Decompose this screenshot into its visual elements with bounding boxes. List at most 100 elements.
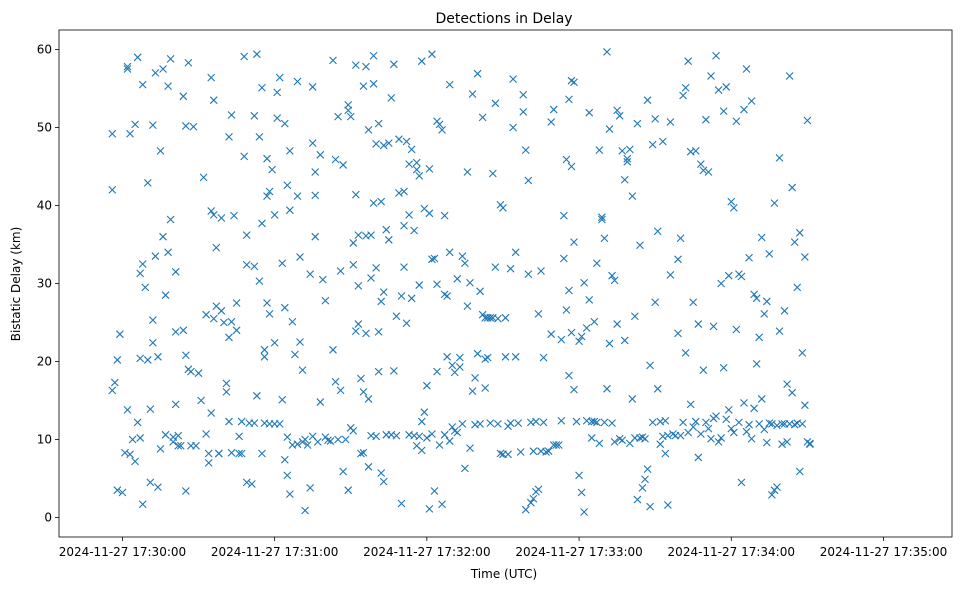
data-point (506, 419, 515, 428)
data-point (750, 404, 759, 413)
data-point (641, 475, 649, 484)
data-point (795, 467, 804, 476)
data-point (138, 80, 147, 89)
data-point (207, 409, 216, 417)
data-point (458, 420, 467, 428)
data-point (557, 416, 566, 425)
data-point (154, 483, 162, 491)
data-point (618, 436, 627, 445)
data-point (532, 417, 540, 426)
x-axis-label: Time (UTC) (470, 567, 537, 581)
data-point (491, 99, 500, 108)
data-point (775, 154, 784, 162)
data-point (364, 462, 373, 471)
data-point (379, 288, 388, 296)
data-point (780, 306, 789, 315)
data-point (126, 129, 134, 138)
data-point (793, 283, 802, 292)
data-point (440, 211, 449, 220)
data-point (138, 260, 147, 268)
data-point (428, 50, 436, 59)
data-point (131, 457, 139, 466)
data-point (666, 118, 675, 126)
data-point (422, 381, 431, 390)
data-point (397, 292, 406, 300)
data-point (572, 417, 581, 426)
data-point (610, 437, 619, 446)
data-point (473, 349, 482, 358)
data-point (729, 428, 738, 437)
data-point (516, 448, 525, 456)
data-point (121, 448, 129, 457)
data-point (696, 160, 705, 169)
data-point (676, 234, 685, 243)
data-point (242, 231, 251, 240)
data-point (220, 318, 228, 327)
data-point (788, 183, 797, 192)
data-point (455, 353, 464, 362)
data-point (554, 441, 563, 449)
data-point (481, 355, 490, 364)
data-point (407, 294, 416, 303)
data-point (108, 129, 117, 138)
data-point (778, 420, 786, 428)
data-point (648, 418, 657, 427)
data-point (118, 488, 127, 497)
data-point (575, 471, 583, 480)
data-point (595, 146, 604, 155)
data-point (209, 96, 218, 105)
data-point (461, 464, 469, 473)
data-point (684, 57, 693, 66)
data-point (227, 111, 236, 119)
data-point (613, 320, 622, 328)
data-point (767, 420, 776, 428)
data-point (410, 226, 419, 235)
data-point (171, 267, 180, 276)
data-point (653, 227, 662, 236)
data-point (326, 437, 335, 445)
data-point (800, 253, 809, 261)
data-point (448, 361, 457, 370)
data-point (760, 310, 769, 318)
data-point (334, 435, 342, 444)
data-point (524, 270, 533, 279)
data-point (735, 418, 743, 427)
data-point (382, 225, 391, 234)
data-point (600, 234, 609, 243)
data-point (466, 278, 474, 287)
data-point (559, 254, 568, 263)
data-point (367, 231, 375, 240)
data-point (417, 57, 426, 66)
data-point (227, 448, 236, 457)
data-point (445, 437, 454, 445)
data-point (795, 228, 804, 237)
data-point (663, 431, 672, 440)
data-point (189, 122, 198, 131)
data-point (496, 449, 505, 458)
data-point (242, 260, 251, 269)
data-point (154, 352, 162, 361)
data-point (240, 52, 249, 61)
data-point (156, 147, 165, 155)
data-point (260, 345, 269, 354)
data-point (362, 329, 370, 338)
data-point (511, 352, 520, 361)
y-tick-label: 20 (37, 355, 52, 369)
data-point (445, 248, 454, 257)
data-point (389, 366, 398, 375)
data-point (453, 428, 462, 437)
data-point (113, 486, 122, 495)
data-point (235, 432, 244, 441)
data-point (344, 486, 353, 495)
data-point (392, 312, 401, 321)
data-point (587, 434, 596, 442)
data-point (702, 115, 710, 124)
data-point (704, 424, 713, 433)
data-point (752, 359, 761, 368)
data-points (108, 47, 814, 516)
data-point (131, 120, 139, 129)
data-point (400, 187, 408, 196)
data-point (524, 176, 533, 185)
data-point (696, 430, 705, 438)
